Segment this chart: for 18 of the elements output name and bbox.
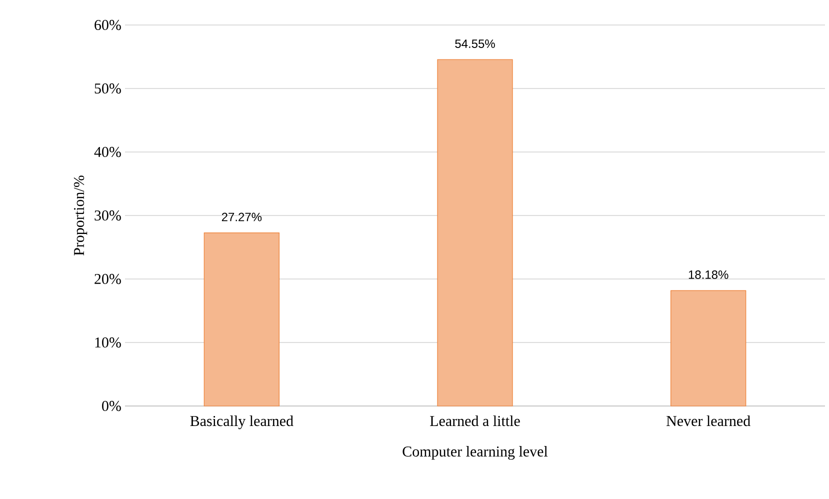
- x-tick-label: Basically learned: [190, 416, 294, 430]
- bar: [670, 290, 746, 406]
- y-tick-label: 10%: [95, 337, 121, 348]
- data-label: 18.18%: [688, 270, 728, 279]
- bar: [437, 59, 513, 406]
- y-tick-label: 60%: [94, 20, 121, 30]
- x-tick-label: Learned a little: [430, 416, 520, 426]
- bar: [204, 232, 280, 406]
- data-label: 27.27%: [222, 212, 262, 222]
- y-tick-label: 40%: [94, 146, 121, 158]
- y-axis-title: Proportion/%: [74, 176, 88, 256]
- y-tick-label: 50%: [94, 83, 121, 94]
- y-tick-label: 30%: [94, 210, 121, 221]
- x-tick-label: Never learned: [666, 416, 750, 426]
- data-label: 54.55%: [455, 40, 495, 48]
- x-axis-title: Computer learning level: [402, 446, 548, 460]
- y-tick-label: 20%: [94, 274, 121, 284]
- y-tick-label: 0%: [102, 400, 121, 412]
